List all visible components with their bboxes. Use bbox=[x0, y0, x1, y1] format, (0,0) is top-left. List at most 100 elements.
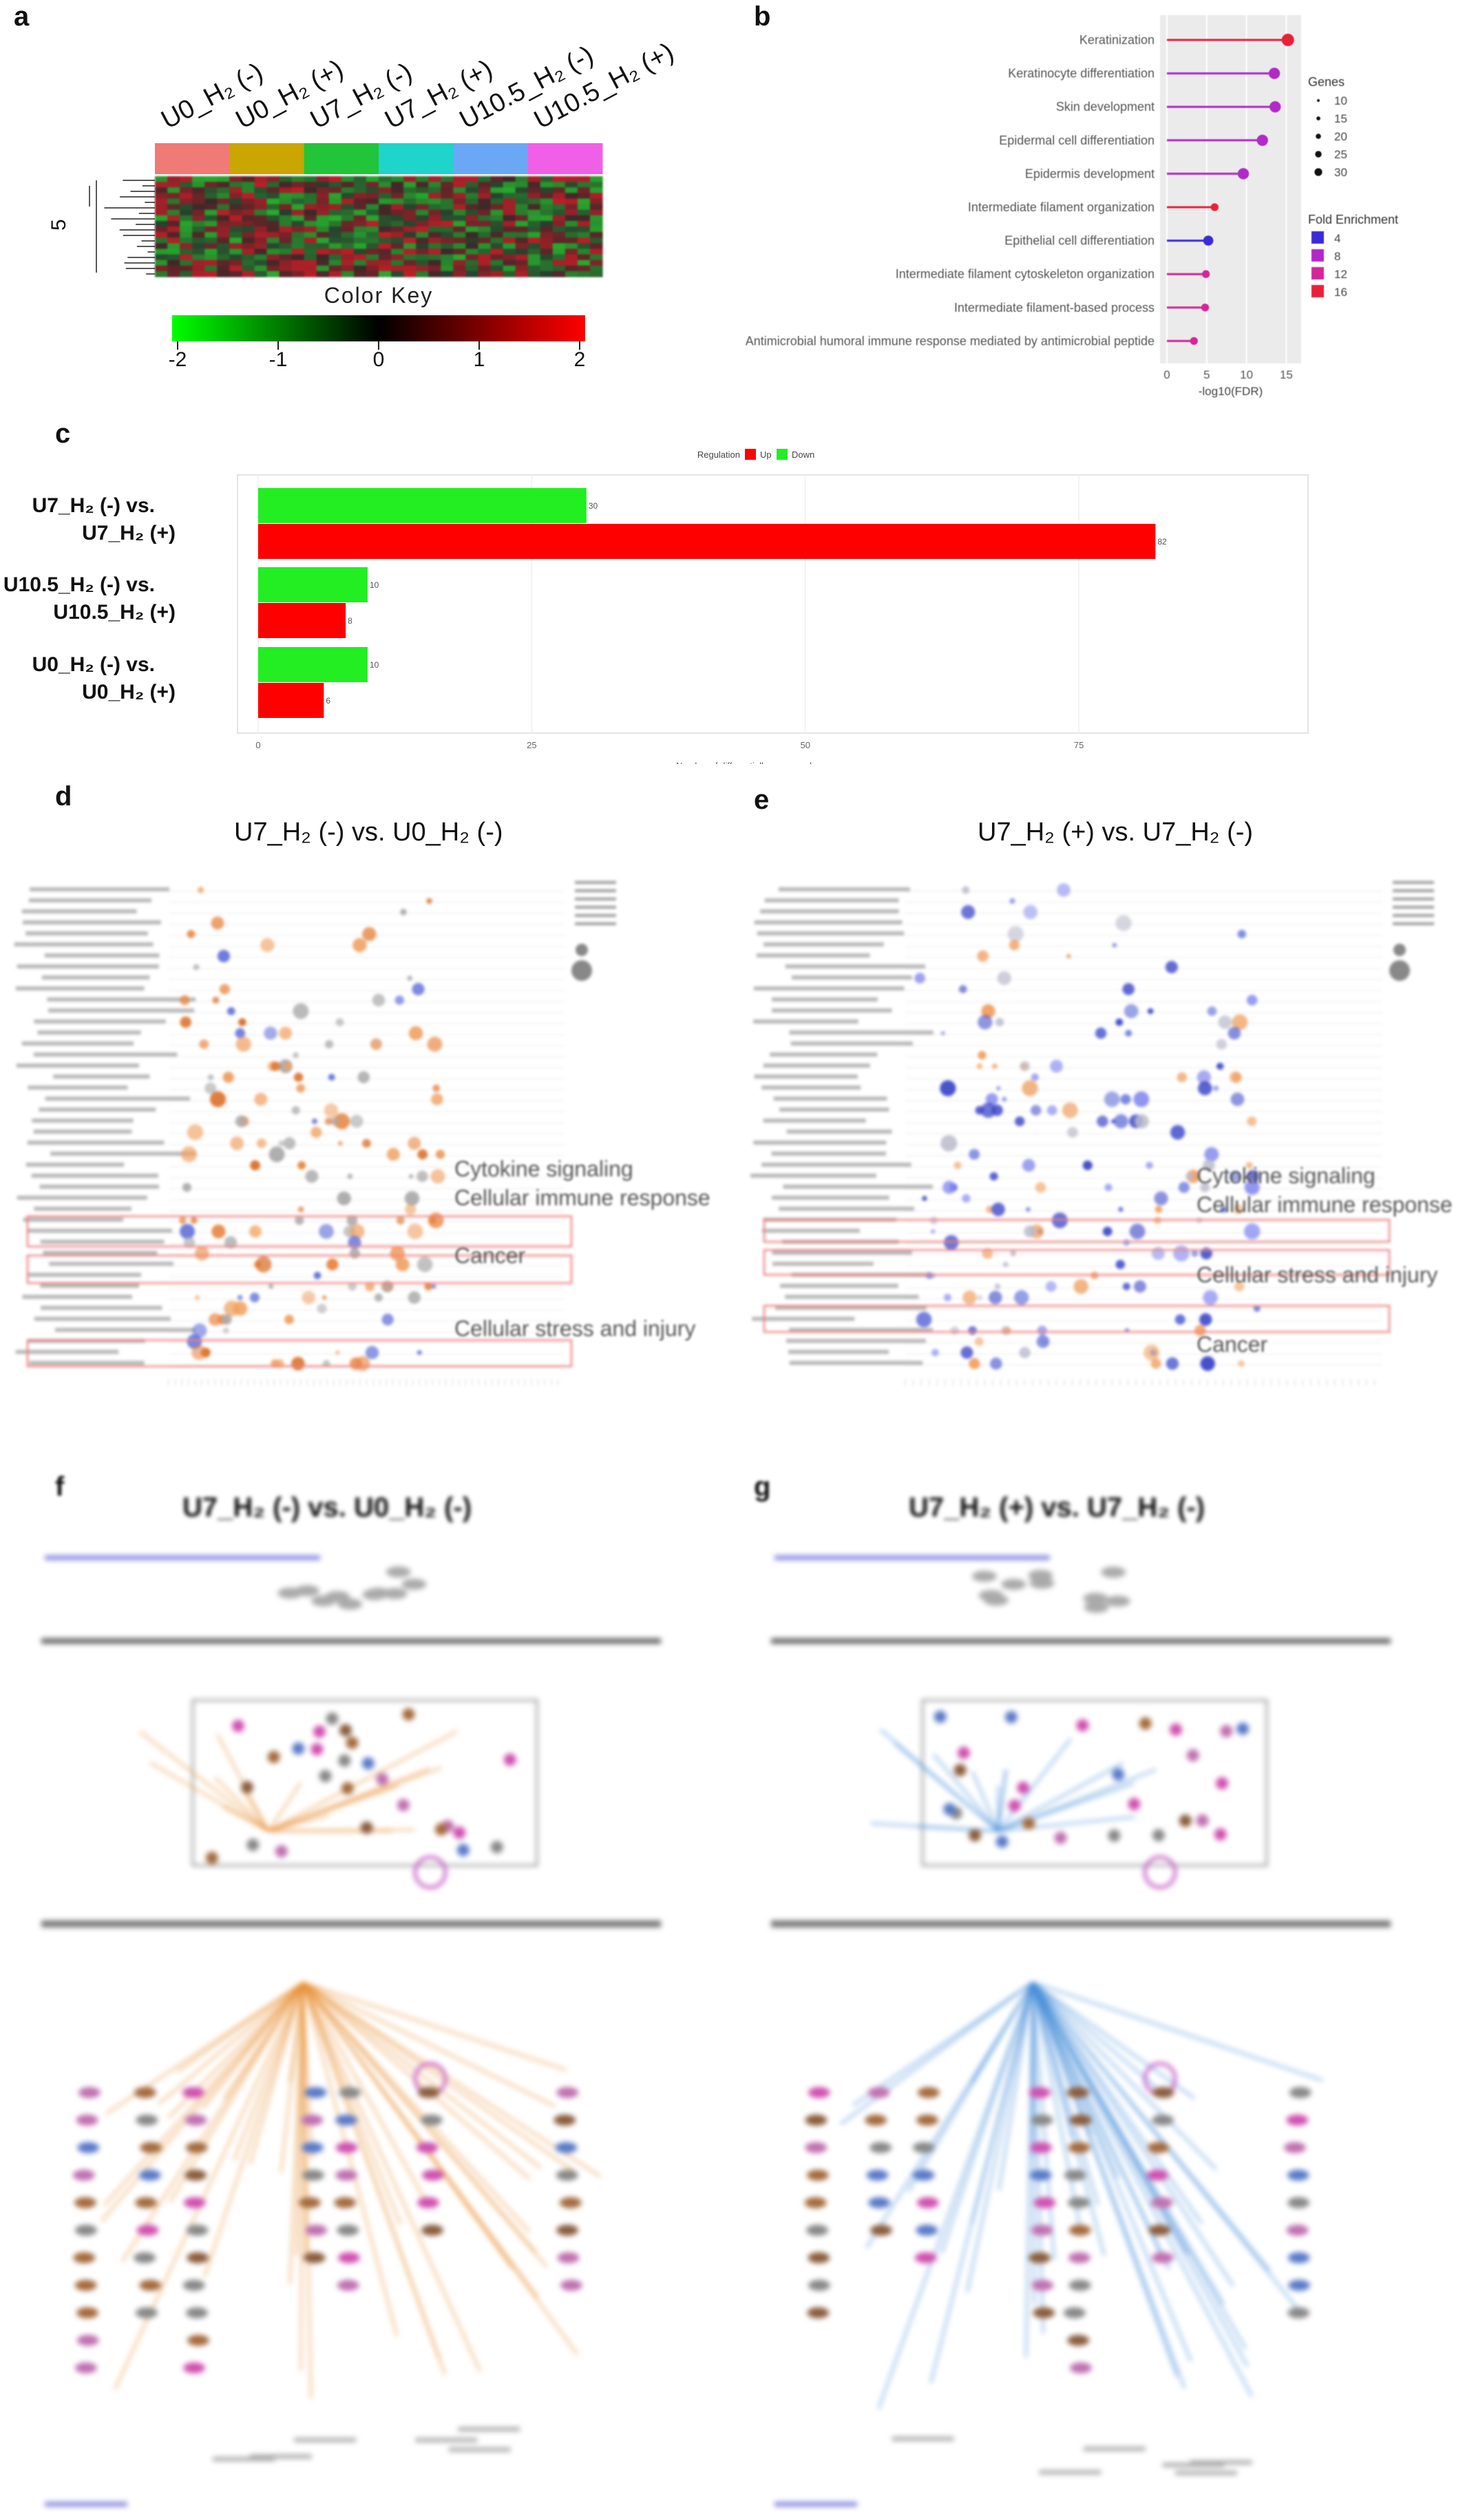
pathway-bubble bbox=[940, 1135, 958, 1152]
pathway-bubble bbox=[347, 1174, 353, 1179]
network-edge bbox=[940, 1982, 1034, 2254]
network-node bbox=[1288, 2280, 1311, 2291]
network-node bbox=[1064, 2170, 1086, 2181]
pathway-bubble bbox=[1010, 1250, 1016, 1257]
network-footer-link bbox=[45, 2502, 127, 2506]
pathway-bubble bbox=[179, 1216, 187, 1225]
legend-stub bbox=[1393, 889, 1434, 892]
pathway-label-bar bbox=[41, 1306, 162, 1310]
pathway-label-bar bbox=[37, 1030, 141, 1035]
pathway-bubble bbox=[302, 1291, 316, 1304]
pathway-bubble bbox=[226, 1007, 235, 1015]
network-edge bbox=[120, 1982, 304, 2263]
pathway-label-bar bbox=[754, 920, 903, 924]
pathway-bubble bbox=[1143, 1344, 1160, 1361]
network-node bbox=[807, 2307, 830, 2318]
pathway-label-bar bbox=[788, 1350, 889, 1354]
legend-genes-dot bbox=[1314, 168, 1322, 176]
network-node bbox=[1287, 2307, 1310, 2318]
pathway-bubble bbox=[978, 1015, 993, 1030]
pathway-bubble bbox=[1120, 1094, 1131, 1105]
lollipop-point bbox=[1201, 270, 1210, 278]
network-node bbox=[74, 2225, 97, 2236]
highlight-box bbox=[763, 1249, 1391, 1276]
network-node bbox=[1152, 2115, 1174, 2126]
bar-value-label: 8 bbox=[348, 616, 352, 626]
pathway-bubble bbox=[346, 1215, 358, 1226]
pathway-bubble bbox=[968, 1326, 977, 1335]
network-node bbox=[1030, 2142, 1053, 2153]
pathway-bubble bbox=[187, 930, 196, 938]
pathway-bubble bbox=[1213, 1085, 1219, 1092]
network-node bbox=[1286, 2115, 1309, 2126]
heatmap-group-bar bbox=[379, 143, 454, 174]
network-node bbox=[953, 1764, 967, 1777]
pathway-bubble bbox=[1035, 1182, 1046, 1193]
pathway-bubble bbox=[1227, 1026, 1241, 1040]
x-tick-label: 5 bbox=[1203, 368, 1210, 381]
network-node bbox=[417, 2197, 440, 2208]
pathway-label-bar bbox=[27, 1141, 165, 1145]
network-node bbox=[456, 1843, 470, 1856]
network-node bbox=[916, 2115, 938, 2126]
go-term-label: Epidermis development bbox=[1025, 167, 1155, 180]
legend-stub bbox=[575, 889, 616, 892]
heatmap-group-bar bbox=[304, 143, 379, 174]
highlight-box bbox=[26, 1254, 573, 1284]
pathway-bubble bbox=[1247, 1169, 1260, 1183]
pathway-bubble bbox=[311, 1118, 318, 1125]
pathway-label-bar bbox=[779, 1108, 889, 1112]
pathway-bubble bbox=[305, 1169, 319, 1183]
network-edge bbox=[158, 1981, 304, 2105]
pathway-bubble bbox=[396, 1216, 405, 1225]
pathway-bubble bbox=[417, 1149, 428, 1160]
network-node bbox=[360, 1821, 373, 1834]
network-node bbox=[338, 1754, 351, 1767]
network-node bbox=[183, 2197, 206, 2208]
pathway-label-bar bbox=[763, 1063, 870, 1068]
network-label bbox=[448, 2447, 511, 2452]
network-node bbox=[556, 2225, 579, 2236]
pathway-bubble bbox=[1232, 1014, 1248, 1030]
network-node bbox=[1186, 1749, 1199, 1762]
pathway-bubble bbox=[1045, 1281, 1057, 1292]
pathway-bubble bbox=[1166, 1357, 1179, 1370]
network-node bbox=[971, 1570, 997, 1582]
legend-stub bbox=[1393, 922, 1434, 925]
pathway-bubble bbox=[1173, 1245, 1190, 1262]
network-node bbox=[1067, 2335, 1090, 2346]
legend-stub bbox=[1393, 881, 1434, 884]
go-term-label: Keratinization bbox=[1079, 33, 1155, 47]
comparison-label: U10.5_H₂ (-) vs. bbox=[3, 573, 155, 596]
pathway-bubble bbox=[322, 1295, 327, 1300]
pathway-network-f bbox=[41, 1556, 661, 2506]
pathway-bubble bbox=[428, 1212, 444, 1229]
pathway-bubble bbox=[962, 1194, 971, 1203]
network-node bbox=[73, 2252, 96, 2263]
pathway-bubble bbox=[283, 1137, 296, 1150]
legend-title: Regulation bbox=[697, 449, 740, 460]
pathway-bubble bbox=[958, 985, 967, 993]
pathway-bubble bbox=[404, 1191, 420, 1206]
pathway-bubble bbox=[1200, 1182, 1210, 1193]
pathway-bubble bbox=[390, 1246, 405, 1261]
panel-label-b: b bbox=[754, 1, 771, 32]
pathway-bubble bbox=[1046, 1105, 1057, 1116]
network-node bbox=[1004, 1711, 1018, 1724]
pathway-label-bar bbox=[752, 1317, 855, 1321]
pathway-bubble bbox=[293, 1072, 304, 1082]
network-node bbox=[916, 2197, 939, 2208]
network-node bbox=[339, 1724, 352, 1737]
bar-value-label: 30 bbox=[589, 501, 598, 511]
membrane-line bbox=[41, 1638, 661, 1644]
pathway-bubble bbox=[986, 1205, 993, 1214]
pathway-label-bar bbox=[763, 1119, 866, 1123]
pathway-label-bar bbox=[22, 1295, 132, 1299]
pathway-bubble bbox=[209, 1313, 222, 1326]
lollipop-point bbox=[1256, 134, 1268, 146]
pathway-bubble bbox=[394, 995, 405, 1005]
network-edge bbox=[149, 1761, 269, 1832]
network-edge bbox=[932, 1753, 1000, 1832]
pathway-label-bar bbox=[779, 1284, 898, 1288]
legend-stub bbox=[575, 881, 616, 884]
